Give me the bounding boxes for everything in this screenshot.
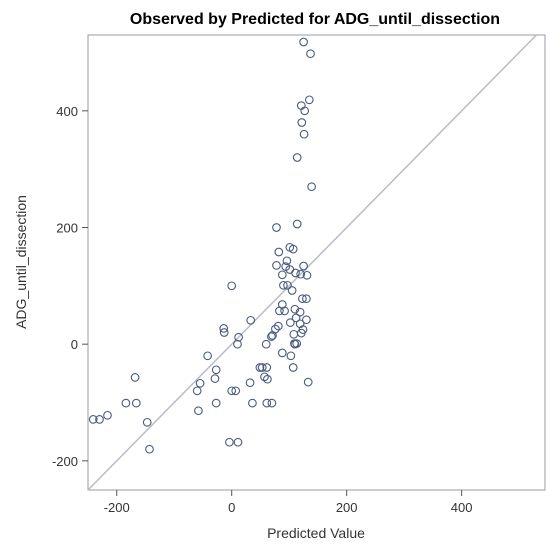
data-point: [130, 373, 140, 382]
data-point: [275, 306, 284, 316]
data-point: [88, 415, 98, 424]
data-point: [219, 328, 229, 337]
data-point: [291, 313, 301, 323]
data-point: [260, 372, 269, 382]
data-points: [88, 37, 316, 454]
y-tick-label: 200: [56, 221, 78, 236]
data-point: [194, 406, 203, 416]
data-point: [302, 315, 311, 325]
data-point: [261, 339, 271, 349]
data-point: [103, 410, 112, 420]
data-point: [145, 444, 154, 454]
x-axis-label: Predicted Value: [267, 525, 365, 541]
data-point: [142, 417, 152, 427]
data-point: [306, 49, 315, 59]
data-point: [273, 321, 283, 331]
data-point: [267, 332, 276, 341]
data-point: [289, 329, 299, 339]
data-point: [290, 339, 300, 349]
data-point: [211, 365, 221, 375]
data-point: [203, 351, 212, 361]
data-point: [297, 118, 307, 127]
data-point: [307, 182, 316, 192]
data-point: [299, 129, 309, 139]
data-point: [282, 256, 292, 266]
data-point: [233, 437, 243, 447]
y-tick-label: 0: [71, 337, 78, 352]
data-point: [303, 377, 313, 387]
data-point: [304, 95, 314, 105]
data-point: [262, 398, 272, 408]
reference-line-layer: [87, 34, 537, 491]
data-point: [290, 304, 300, 314]
y-axis-ticks: -200 0 200 400: [52, 104, 88, 469]
chart-title: Observed by Predicted for ADG_until_diss…: [130, 11, 500, 28]
data-point: [255, 363, 265, 372]
data-point: [219, 324, 229, 333]
data-point: [299, 261, 308, 271]
data-point: [248, 398, 257, 408]
data-point: [296, 269, 306, 279]
data-point: [291, 268, 300, 278]
data-point: [274, 247, 284, 257]
data-point: [246, 315, 256, 325]
y-tick-label: 400: [56, 104, 78, 119]
data-point: [245, 378, 255, 388]
data-point: [267, 398, 277, 408]
data-point: [257, 363, 267, 372]
data-point: [288, 244, 298, 254]
data-point: [227, 386, 237, 396]
data-point: [231, 386, 241, 396]
data-point: [210, 374, 220, 383]
x-tick-label: -200: [104, 500, 130, 515]
data-point: [195, 378, 205, 388]
y-axis-label: ADG_until_dissection: [13, 195, 29, 329]
data-point: [292, 219, 302, 229]
x-axis-ticks: -200 0 200 400: [104, 490, 473, 515]
data-point: [211, 398, 221, 408]
data-point: [227, 281, 237, 291]
x-tick-label: 200: [336, 500, 358, 515]
data-point: [288, 363, 298, 372]
y-tick-label: -200: [52, 454, 78, 469]
data-point: [272, 223, 281, 232]
data-point: [95, 415, 104, 424]
data-point: [299, 37, 308, 47]
data-point: [300, 106, 310, 116]
data-point: [285, 318, 295, 327]
data-point: [295, 307, 305, 317]
data-point: [272, 261, 281, 270]
data-point: [302, 270, 312, 280]
data-point: [302, 294, 311, 304]
data-point: [283, 280, 292, 290]
data-point: [280, 306, 289, 316]
data-point: [121, 398, 131, 408]
data-point: [131, 398, 141, 408]
data-point: [292, 153, 302, 162]
data-point: [279, 280, 288, 290]
plot-frame: [87, 34, 546, 491]
data-point: [192, 386, 202, 396]
data-point: [225, 437, 234, 447]
x-tick-label: 0: [228, 500, 235, 515]
data-point: [277, 348, 287, 358]
data-point: [277, 270, 287, 280]
data-point: [263, 374, 272, 384]
reference-line: [87, 34, 537, 491]
data-point: [286, 351, 296, 361]
data-point: [268, 331, 277, 340]
data-point: [287, 286, 297, 295]
data-point: [262, 363, 272, 372]
data-point: [233, 339, 242, 349]
data-point: [298, 294, 307, 304]
x-tick-label: 400: [451, 500, 473, 515]
